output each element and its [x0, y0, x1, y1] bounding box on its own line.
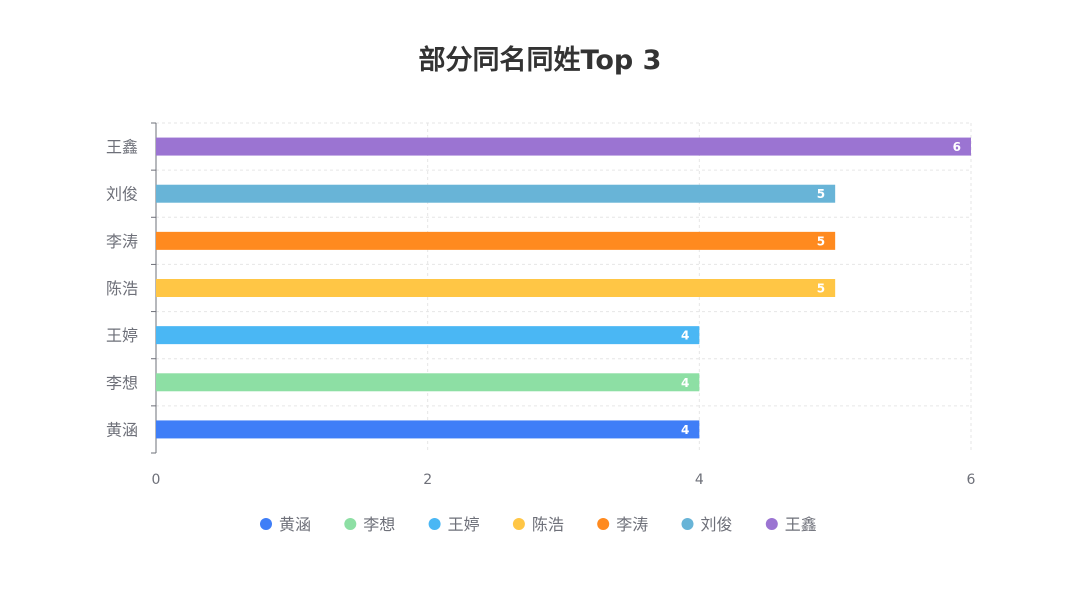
category-label: 李想: [106, 373, 138, 392]
data-label: 6: [953, 140, 961, 154]
legend-label: 王婷: [448, 515, 480, 534]
data-label: 5: [817, 187, 825, 201]
bar-王鑫: [156, 137, 971, 156]
legend-marker: [344, 518, 357, 530]
x-tick-label: 4: [695, 472, 704, 488]
category-label: 黄涵: [106, 420, 138, 439]
legend-marker: [765, 518, 778, 530]
data-label: 4: [681, 329, 689, 343]
legend-label: 黄涵: [279, 515, 311, 534]
legend-marker: [681, 518, 694, 530]
legend-marker: [597, 518, 610, 530]
bar-李涛: [156, 231, 836, 250]
data-label: 5: [817, 234, 825, 248]
bar-黄涵: [156, 420, 700, 439]
legend-marker: [512, 518, 525, 530]
bar-李想: [156, 373, 700, 392]
legend-label: 刘俊: [701, 515, 733, 534]
category-label: 王婷: [106, 326, 138, 345]
x-tick-label: 0: [152, 472, 161, 488]
category-label: 李涛: [106, 232, 138, 251]
legend-marker: [428, 518, 441, 530]
legend-marker: [260, 518, 272, 530]
bar-王婷: [156, 326, 700, 345]
data-label: 4: [681, 423, 689, 437]
legend-label: 李想: [363, 515, 395, 534]
bar-陈浩: [156, 279, 836, 297]
legend-label: 李涛: [616, 515, 648, 534]
legend-label: 陈浩: [532, 515, 564, 534]
x-tick-label: 2: [423, 472, 432, 488]
category-label: 陈浩: [106, 279, 138, 298]
category-label: 刘俊: [106, 185, 138, 204]
legend-label: 王鑫: [785, 515, 817, 534]
x-tick-label: 6: [967, 472, 976, 488]
data-label: 4: [681, 376, 689, 390]
data-label: 5: [817, 282, 825, 296]
category-label: 王鑫: [106, 138, 138, 157]
chart-title: 部分同名同姓Top 3: [418, 45, 662, 76]
bar-刘俊: [156, 184, 836, 203]
